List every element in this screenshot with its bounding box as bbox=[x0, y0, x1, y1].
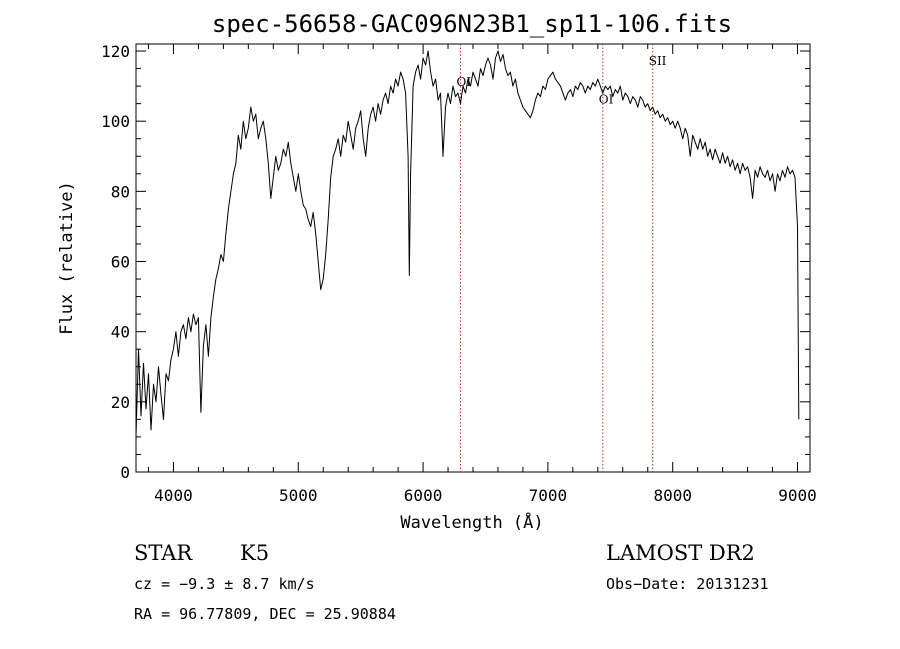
line-annotation: OI bbox=[457, 75, 472, 89]
x-axis-label: Wavelength (Å) bbox=[400, 511, 543, 533]
line-markers bbox=[460, 44, 654, 472]
survey-name: LAMOST DR2 bbox=[606, 541, 755, 565]
line-annotations: OI OI SII bbox=[457, 54, 667, 107]
x-tick-label: 5000 bbox=[279, 486, 318, 505]
plot-frame bbox=[135, 43, 811, 473]
spectrum-line bbox=[135, 50, 800, 437]
spectrum-series bbox=[135, 50, 800, 437]
y-tick-label: 40 bbox=[111, 323, 130, 342]
y-tick-label: 0 bbox=[120, 463, 130, 482]
y-axis-label: Flux (relative) bbox=[57, 181, 77, 335]
axis-ticks: 4000 5000 6000 7000 8000 9000 0 20 40 60 80 100 120 bbox=[101, 42, 817, 505]
y-tick-label: 80 bbox=[111, 182, 130, 201]
x-tick-label: 7000 bbox=[529, 486, 568, 505]
x-tick-label: 6000 bbox=[404, 486, 443, 505]
redshift-cz: cz = −9.3 ± 8.7 km/s bbox=[134, 575, 315, 593]
y-tick-label: 20 bbox=[111, 393, 130, 412]
x-tick-label: 8000 bbox=[653, 486, 692, 505]
object-subclass: K5 bbox=[240, 541, 269, 565]
ra-dec: RA = 96.77809, DEC = 25.90884 bbox=[134, 605, 396, 623]
observation-date: Obs−Date: 20131231 bbox=[606, 575, 769, 593]
chart-title: spec-56658-GAC096N23B1_sp11-106.fits bbox=[212, 10, 732, 38]
line-annotation: OI bbox=[599, 93, 614, 107]
y-tick-label: 100 bbox=[101, 112, 130, 131]
x-tick-label: 4000 bbox=[154, 486, 193, 505]
object-class: STAR bbox=[134, 541, 193, 565]
y-tick-label: 60 bbox=[111, 253, 130, 272]
x-tick-label: 9000 bbox=[778, 486, 817, 505]
line-annotation: SII bbox=[649, 54, 667, 68]
y-tick-label: 120 bbox=[101, 42, 130, 61]
